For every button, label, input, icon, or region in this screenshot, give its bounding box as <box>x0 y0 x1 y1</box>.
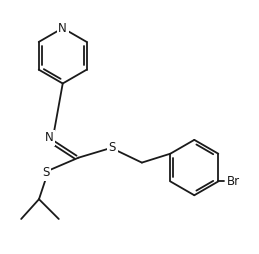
Text: N: N <box>58 22 67 35</box>
Text: N: N <box>45 131 53 144</box>
Text: S: S <box>42 166 49 179</box>
Text: Br: Br <box>227 175 240 188</box>
Text: S: S <box>109 141 116 154</box>
